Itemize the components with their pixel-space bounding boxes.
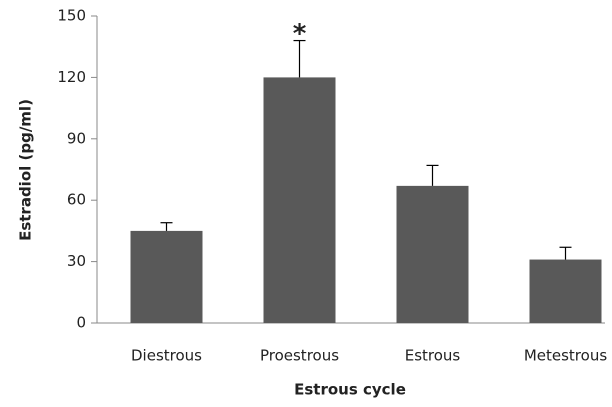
bar [396,185,469,323]
x-tick-label: Estrous [405,347,461,365]
bar [130,230,203,323]
y-tick-label: 120 [57,68,86,86]
bar [529,259,602,323]
y-axis-title: Estradiol (pg/ml) [17,99,35,241]
error-bar [293,39,306,78]
y-tick-label: 0 [76,314,86,332]
error-bar [426,164,439,186]
bar [263,77,336,324]
x-tick-label: Metestrous [524,347,607,365]
annotation: * [293,19,307,49]
y-tick-label: 150 [57,7,86,25]
y-tick-label: 30 [67,252,86,270]
x-tick-label: Proestrous [260,347,339,365]
y-tick-label: 60 [67,191,86,209]
error-bar [160,222,173,231]
x-axis-title: Estrous cycle [294,381,406,399]
x-tick-label: Diestrous [131,347,202,365]
error-bar [559,246,572,260]
y-tick-label: 90 [67,129,86,147]
